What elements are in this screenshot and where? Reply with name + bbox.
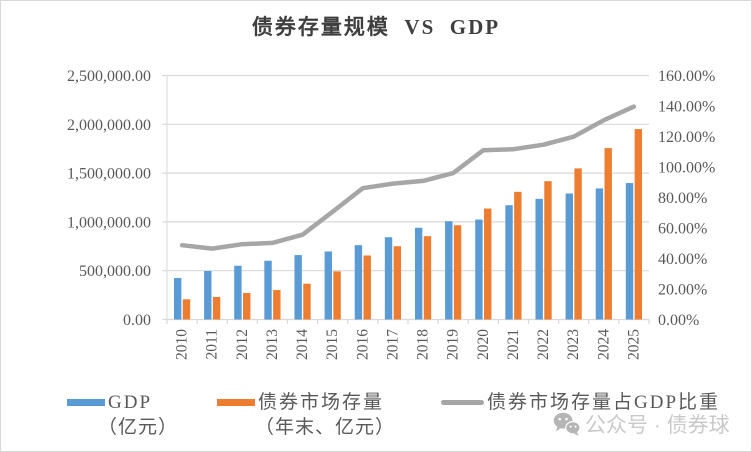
- left-axis-tick-label: 2,000,000.00: [67, 117, 151, 134]
- bond-bar-2010: [182, 299, 191, 320]
- bond-legend-label: 债券市场存量: [258, 392, 385, 413]
- chart-svg: 0.00 500,000.00 1,000,000.00 1,500,000.00 2,…: [67, 68, 715, 360]
- right-axis-tick-label: 20.00%: [658, 282, 707, 299]
- x-axis-category-label: 2022: [535, 329, 552, 360]
- gdp-bar-2018: [414, 227, 423, 320]
- right-axis-tick-label: 80.00%: [658, 190, 707, 207]
- ratio-legend-label: 债券市场存量占GDP比重: [487, 392, 721, 413]
- x-axis-category-label: 2010: [174, 329, 191, 360]
- gdp-bar-2010: [173, 278, 182, 320]
- gdp-bar-2022: [535, 198, 543, 320]
- gdp-bar-2014: [294, 255, 302, 320]
- bond-bar-2025: [634, 129, 643, 320]
- gdp-bar-2023: [565, 193, 573, 320]
- gdp-bar-2024: [595, 188, 604, 320]
- gdp-bar-2017: [384, 237, 393, 320]
- x-axis-category-label: 2012: [234, 329, 251, 360]
- gdp-bar-2011: [204, 270, 212, 320]
- right-axis-tick-label: 120.00%: [658, 129, 715, 146]
- chart-title: 债券存量规模 VS GDP: [251, 15, 501, 39]
- left-axis-tick-label: 2,500,000.00: [67, 68, 151, 85]
- x-axis-category-label: 2013: [264, 329, 281, 360]
- x-axis-category-label: 2015: [324, 329, 341, 360]
- x-axis-category-label: 2016: [354, 329, 371, 360]
- gdp-legend-swatch: [67, 399, 105, 407]
- bond-bar-2021: [514, 191, 522, 320]
- left-axis-tick-label: 500,000.00: [79, 263, 151, 280]
- bond-bar-2015: [333, 271, 341, 320]
- bond-bar-2018: [423, 236, 432, 320]
- x-axis-category-label: 2025: [625, 329, 642, 360]
- gdp-bar-2015: [324, 251, 332, 320]
- x-axis-category-label: 2018: [415, 329, 432, 360]
- left-axis-tick-label: 1,000,000.00: [67, 214, 151, 231]
- gdp-legend-label: GDP: [108, 392, 153, 413]
- bond-bar-2020: [484, 208, 492, 320]
- x-axis-category-label: 2014: [294, 329, 311, 360]
- x-axis-category-label: 2023: [565, 329, 582, 360]
- gdp-bar-2013: [264, 260, 272, 320]
- bond-legend-swatch: [217, 399, 255, 407]
- right-axis-tick-label: 0.00%: [658, 312, 699, 329]
- watermark: 公众号 · 债券球: [553, 409, 730, 439]
- x-axis-category-label: 2020: [475, 329, 492, 360]
- bond-bar-2016: [363, 255, 371, 320]
- gdp-bar-2012: [234, 265, 242, 320]
- bond-bar-2017: [393, 246, 402, 320]
- bond-bar-2014: [303, 283, 311, 320]
- x-axis-category-label: 2021: [505, 329, 522, 360]
- left-axis-tick-label: 1,500,000.00: [67, 166, 151, 183]
- legend-item-gdp: GDP （亿元）: [67, 392, 178, 439]
- right-axis-tick-label: 60.00%: [658, 221, 707, 238]
- bond-legend-sublabel: （年末、亿元）: [255, 416, 396, 438]
- x-axis-category-label: 2017: [384, 329, 401, 360]
- legend-item-bond: 债券市场存量 （年末、亿元）: [217, 392, 395, 439]
- ratio-line: [179, 104, 637, 251]
- legend-item-ratio: 债券市场存量占GDP比重: [441, 392, 720, 414]
- left-axis-tick-label: 0.00: [123, 312, 151, 329]
- right-axis-tick-label: 140.00%: [658, 99, 715, 116]
- x-axis-category-label: 2011: [204, 329, 221, 359]
- watermark-text: 公众号 · 债券球: [585, 414, 730, 437]
- right-axis-tick-label: 100.00%: [658, 160, 715, 177]
- bond-bar-2011: [212, 296, 221, 320]
- gdp-bar-2016: [354, 245, 363, 320]
- bond-bar-2024: [604, 148, 612, 320]
- bond-bar-2019: [453, 225, 462, 320]
- wechat-icon: [553, 412, 580, 436]
- bond-bar-2022: [544, 181, 552, 320]
- bond-bar-2012: [243, 292, 251, 320]
- x-axis-category-label: 2019: [445, 329, 462, 360]
- ratio-legend-swatch: [441, 400, 484, 406]
- gdp-bar-2025: [625, 183, 634, 320]
- gdp-bar-2021: [505, 205, 513, 320]
- bond-bar-2013: [273, 290, 281, 320]
- gdp-bar-2019: [445, 221, 453, 320]
- gdp-bar-2020: [475, 219, 483, 320]
- gdp-legend-sublabel: （亿元）: [98, 416, 179, 438]
- bond-bar-2023: [574, 168, 582, 320]
- right-axis-tick-label: 160.00%: [658, 68, 715, 85]
- right-axis-tick-label: 40.00%: [658, 251, 707, 268]
- x-axis-category-label: 2024: [595, 329, 612, 360]
